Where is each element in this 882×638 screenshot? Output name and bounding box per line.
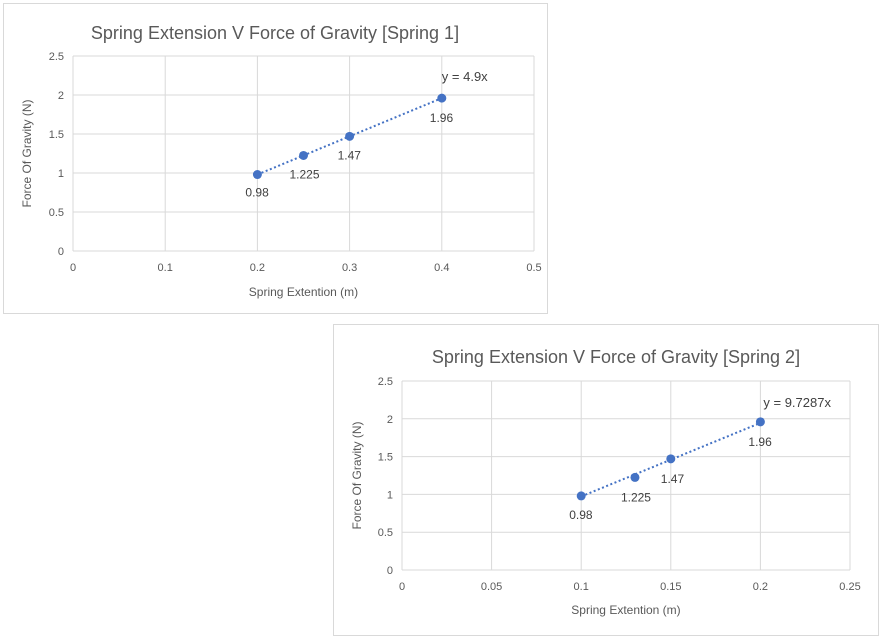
data-point <box>666 454 676 464</box>
data-label: 0.98 <box>245 186 269 200</box>
data-label: 1.47 <box>661 472 685 486</box>
y-tick-label: 2 <box>387 414 393 426</box>
data-point <box>576 491 586 501</box>
x-tick-label: 0.3 <box>342 262 357 274</box>
chart-title: Spring Extension V Force of Gravity [Spr… <box>432 347 800 367</box>
x-tick-label: 0.4 <box>434 262 449 274</box>
y-tick-label: 2.5 <box>378 376 393 388</box>
y-tick-label: 0 <box>387 565 393 577</box>
data-label: 1.225 <box>290 167 320 181</box>
x-tick-label: 0 <box>399 581 405 593</box>
chart-spring-2: Spring Extension V Force of Gravity [Spr… <box>333 324 879 636</box>
y-tick-label: 0 <box>58 246 64 258</box>
data-point <box>755 417 765 427</box>
trendline-equation: y = 9.7287x <box>763 395 831 410</box>
data-label: 0.98 <box>569 508 593 522</box>
chart-spring-2-svg: Spring Extension V Force of Gravity [Spr… <box>350 347 861 617</box>
y-tick-label: 1 <box>387 489 393 501</box>
x-tick-label: 0.2 <box>753 581 768 593</box>
chart-spring-1: Spring Extension V Force of Gravity [Spr… <box>3 3 548 314</box>
data-point <box>299 150 308 160</box>
x-tick-label: 0.15 <box>660 581 681 593</box>
data-label: 1.96 <box>748 435 772 449</box>
y-tick-label: 0.5 <box>49 207 64 219</box>
data-label: 1.225 <box>621 490 651 504</box>
x-tick-label: 0.1 <box>158 262 173 274</box>
chart-title: Spring Extension V Force of Gravity [Spr… <box>91 23 459 43</box>
chart-spring-1-svg: Spring Extension V Force of Gravity [Spr… <box>20 23 542 299</box>
data-point <box>252 170 262 180</box>
x-axis-label: Spring Extention (m) <box>571 603 680 617</box>
data-point <box>437 93 447 103</box>
data-label: 1.96 <box>430 111 454 125</box>
x-axis-label: Spring Extention (m) <box>249 285 358 299</box>
x-tick-label: 0.5 <box>526 262 541 274</box>
y-tick-label: 1 <box>58 168 64 180</box>
x-tick-label: 0 <box>70 262 76 274</box>
y-tick-label: 1.5 <box>49 129 64 141</box>
x-tick-label: 0.05 <box>481 581 502 593</box>
y-tick-label: 1.5 <box>378 452 393 464</box>
y-axis-label: Force Of Gravity (N) <box>350 421 364 529</box>
data-point <box>630 472 640 482</box>
data-point <box>345 131 355 141</box>
y-tick-label: 2.5 <box>49 51 64 63</box>
x-tick-label: 0.2 <box>250 262 265 274</box>
x-tick-label: 0.1 <box>574 581 589 593</box>
data-label: 1.47 <box>338 148 362 162</box>
x-tick-label: 0.25 <box>839 581 860 593</box>
y-axis-label: Force Of Gravity (N) <box>20 99 34 207</box>
trendline <box>580 421 761 498</box>
y-tick-label: 2 <box>58 90 64 102</box>
y-tick-label: 0.5 <box>378 527 393 539</box>
trendline-equation: y = 4.9x <box>442 69 488 84</box>
